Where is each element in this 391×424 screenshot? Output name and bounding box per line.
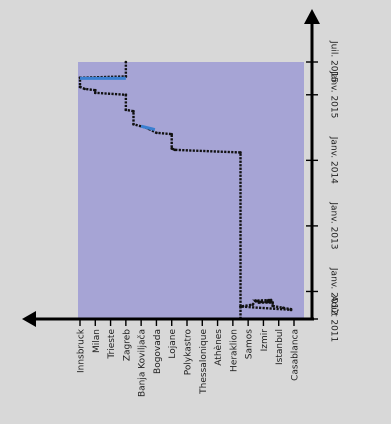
- route-point: [289, 308, 293, 312]
- x-tick-label: Thessalonique: [199, 329, 209, 395]
- plot-background: [78, 62, 304, 319]
- route-point: [282, 306, 285, 310]
- x-tick-label: Izmir: [260, 329, 270, 352]
- y-tick-label: Janv. 2012: [329, 267, 339, 315]
- y-tick-label: Janv. 2014: [329, 136, 339, 184]
- route-point: [266, 299, 270, 302]
- route-point: [271, 304, 274, 308]
- y-tick-label: Janv. 2013: [329, 201, 339, 249]
- route-point: [239, 305, 242, 308]
- route-point: [124, 93, 128, 97]
- route-point: [124, 60, 128, 64]
- route-point: [132, 109, 135, 113]
- route-point: [83, 87, 86, 91]
- route-highlight: [140, 124, 156, 131]
- route-point: [257, 301, 261, 304]
- route-point: [170, 132, 174, 136]
- x-tick-label: Istanbul: [275, 329, 285, 365]
- x-tick-label: Polykastro: [184, 329, 194, 376]
- route-point: [93, 91, 97, 95]
- x-tick-label: Milan: [92, 329, 102, 353]
- x-tick-label: Banja Koviljača: [137, 329, 148, 397]
- route-point: [269, 298, 273, 302]
- x-tick-label: Lojane: [168, 329, 178, 359]
- route-point: [93, 88, 97, 92]
- x-tick-label: Athènes: [213, 329, 224, 366]
- route-point: [78, 85, 82, 89]
- route-point: [254, 299, 258, 302]
- y-tick-label: Août 2011: [329, 296, 339, 343]
- route-point: [271, 301, 274, 304]
- route-point: [239, 151, 242, 154]
- route-point: [124, 108, 128, 112]
- x-axis-arrow: [22, 311, 36, 327]
- x-tick-label: Samos: [245, 329, 255, 360]
- y-tick-label: Janv. 2015: [329, 70, 339, 118]
- y-tick-label: Juil. 2015: [329, 40, 339, 83]
- x-tick-label: Trieste: [107, 329, 117, 360]
- x-tick-label: Casablanca: [291, 329, 301, 381]
- route-point: [170, 147, 174, 150]
- route-point: [173, 148, 177, 152]
- route-point: [132, 122, 135, 126]
- x-tick-label: Bogovada: [153, 329, 163, 374]
- route-point: [251, 303, 255, 306]
- x-tick-label: Zagreb: [122, 329, 132, 361]
- route-point: [155, 131, 158, 135]
- x-tick-label: Heraklion: [229, 329, 239, 372]
- x-tick-label: Innsbruck: [77, 328, 87, 373]
- y-axis-arrow: [304, 9, 320, 24]
